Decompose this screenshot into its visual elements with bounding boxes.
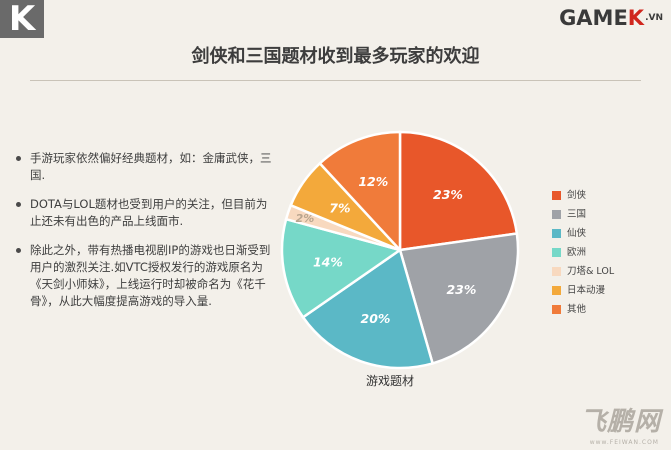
- legend-item: 仙侠: [552, 228, 667, 247]
- bullet-text: DOTA与LOL题材也受到用户的关注，但目前为止还未有出色的产品上线面市.: [30, 197, 268, 228]
- corner-block: [0, 0, 44, 38]
- legend-item: 刀塔& LOL: [552, 266, 667, 285]
- bullet-item: 除此之外，带有热播电视剧IP的游戏也日渐受到用户的激烈关注.如VTC授权发行的游…: [14, 242, 276, 310]
- legend-item: 其他: [552, 304, 667, 323]
- legend-swatch: [552, 210, 561, 219]
- legend-swatch: [552, 229, 561, 238]
- pie-slice-xianxia: [301, 247, 435, 370]
- watermark-url: www.FEIWAN.COM: [589, 439, 659, 446]
- pie-data-label: 23%: [446, 282, 476, 297]
- legend-swatch: [552, 286, 561, 295]
- brand-main: GAME: [559, 6, 628, 30]
- legend-label: 日本动漫: [567, 285, 606, 296]
- legend-item: 日本动漫: [552, 285, 667, 304]
- pie-slice-jianxia: [398, 130, 519, 252]
- legend-swatch: [552, 267, 561, 276]
- pie-chart: 23% 23% 20% 14% 2% 7% 12%: [280, 130, 520, 370]
- legend-item: 欧洲: [552, 247, 667, 266]
- title-divider: [30, 80, 641, 81]
- bullet-dot-icon: [16, 248, 21, 253]
- bullet-dot-icon: [16, 202, 21, 207]
- bullet-list: 手游玩家依然偏好经典题材，如：金庸武侠，三国. DOTA与LOL题材也受到用户的…: [14, 150, 276, 322]
- legend-swatch: [552, 191, 561, 200]
- watermark-logo: 飞鹏网: [579, 407, 661, 437]
- legend-label: 剑侠: [567, 190, 587, 201]
- bullet-text: 除此之外，带有热播电视剧IP的游戏也日渐受到用户的激烈关注.如VTC授权发行的游…: [30, 243, 271, 308]
- bullet-dot-icon: [16, 156, 21, 161]
- brand-k: K: [627, 6, 645, 30]
- bullet-item: 手游玩家依然偏好经典题材，如：金庸武侠，三国.: [14, 150, 276, 184]
- pie-data-label: 14%: [313, 255, 343, 270]
- pie-data-label: 7%: [329, 200, 350, 215]
- top-bar: K GAMEK.VN: [0, 0, 671, 38]
- legend-item: 三国: [552, 209, 667, 228]
- legend-item: 剑侠: [552, 190, 667, 209]
- chart-xlabel: 游戏题材: [365, 374, 414, 388]
- chart-legend: 剑侠三国仙侠欧洲刀塔& LOL 日本动漫其他: [552, 190, 667, 323]
- pie-data-label: 20%: [361, 311, 391, 326]
- brand-suffix: .VN: [645, 13, 663, 23]
- pie-slice-ouzhou: [280, 217, 403, 319]
- pie-slice-other: [318, 130, 402, 254]
- pie-slice-sanguo: [398, 232, 520, 365]
- pie-data-label: 2%: [296, 212, 315, 225]
- pie-data-label: 23%: [433, 187, 463, 202]
- brand-logo: GAMEK.VN: [559, 6, 663, 30]
- legend-swatch: [552, 248, 561, 257]
- page-title: 剑侠和三国题材收到最多玩家的欢迎: [191, 46, 480, 67]
- legend-label: 欧洲: [567, 247, 587, 258]
- bullet-item: DOTA与LOL题材也受到用户的关注，但目前为止还未有出色的产品上线面市.: [14, 196, 276, 230]
- bullet-text: 手游玩家依然偏好经典题材，如：金庸武侠，三国.: [30, 151, 272, 182]
- legend-label: 三国: [567, 209, 587, 220]
- legend-label: 刀塔& LOL: [567, 266, 615, 277]
- pie-data-label: 12%: [358, 174, 388, 189]
- corner-letter: K: [8, 0, 36, 39]
- legend-swatch: [552, 305, 561, 314]
- legend-label: 仙侠: [567, 228, 587, 239]
- legend-label: 其他: [567, 304, 587, 315]
